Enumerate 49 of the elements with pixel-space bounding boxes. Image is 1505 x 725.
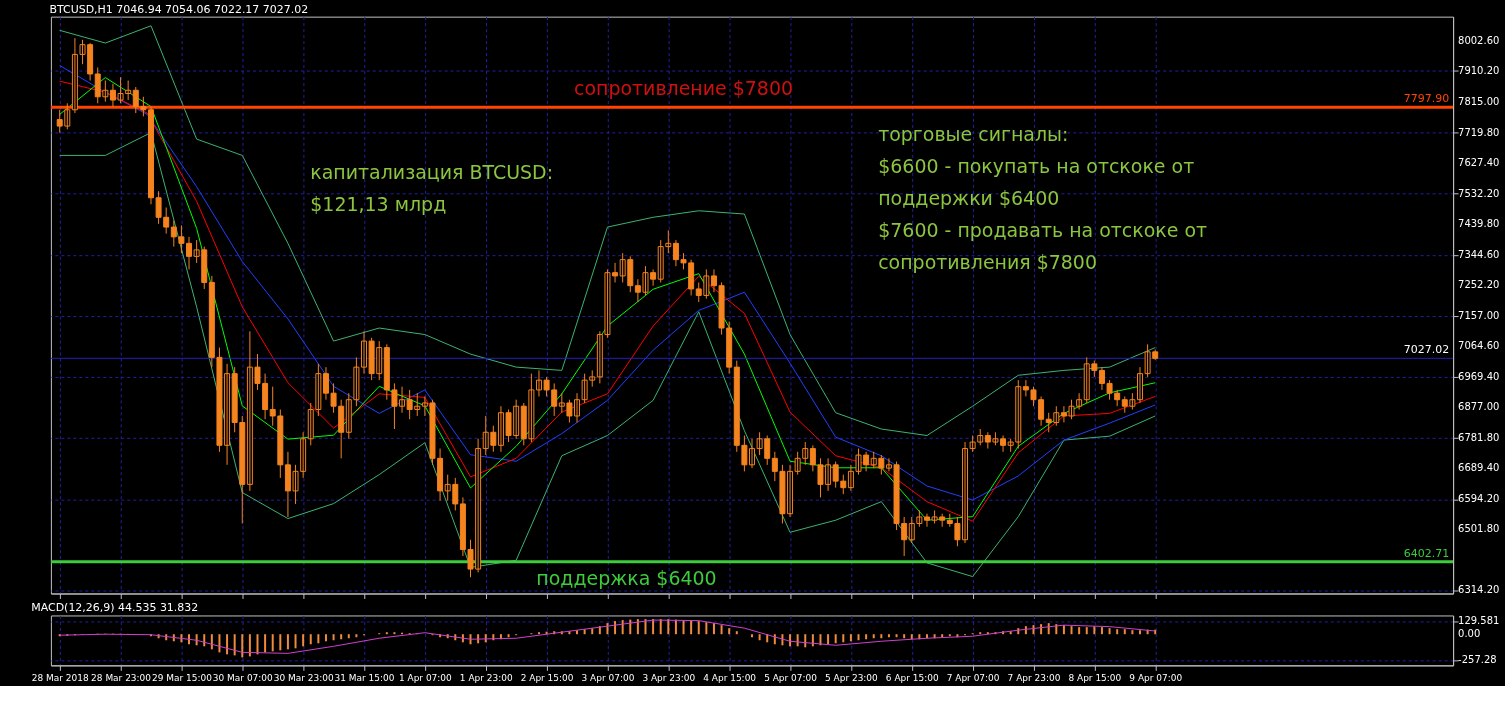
y-tick-label: 7532.20 [1458,187,1500,199]
annotation: капитализация BTCUSD: $121,13 млрд [310,160,554,215]
y-tick-label: 6594.20 [1458,493,1500,505]
y-tick-label: 6877.00 [1458,401,1500,413]
ref-line-label: 7027.02 [1403,343,1450,357]
x-tick-label: 28 Mar 2018 [31,672,89,683]
y-tick-label: 7344.60 [1458,248,1500,260]
ref-line-label: 6402.71 [1403,546,1450,560]
x-tick-label: 1 Apr 23:00 [459,672,513,683]
annotation: сопротивление $7800 [574,77,794,100]
chart-title: BTCUSD,H1 7046.94 7054.06 7022.17 7027.02 [49,2,309,16]
annotation: торговые сигналы: $6600 - покупать на отскоке от поддержки $6400 $7600 - продавать на отскоке от сопротивления $7800 [878,123,1208,273]
x-tick-label: 5 Apr 07:00 [764,672,818,683]
x-tick-label: 5 Apr 23:00 [825,672,879,683]
y-tick-label: 6314.20 [1458,584,1500,596]
y-tick-label: 6969.40 [1458,371,1500,383]
x-tick-label: 8 Apr 15:00 [1068,672,1122,683]
y-tick-label: 7815.00 [1458,95,1500,107]
x-tick-label: 30 Mar 23:00 [273,672,334,683]
x-tick-label: 3 Apr 07:00 [581,672,635,683]
x-tick-label: 3 Apr 23:00 [642,672,696,683]
y-tick-label: 8002.60 [1458,34,1500,46]
y-tick-label: 6781.80 [1458,432,1500,444]
y-tick-label: 129.581 [1458,615,1500,627]
x-tick-label: 28 Mar 23:00 [91,672,152,683]
y-tick-label: 7627.40 [1458,156,1500,168]
x-tick-label: 31 Mar 15:00 [334,672,395,683]
y-tick-label: 6501.80 [1458,523,1500,535]
chart-title: MACD(12,26,9) 44.535 31.832 [31,601,199,615]
y-tick-label: 7064.60 [1458,340,1500,352]
x-tick-label: 2 Apr 15:00 [520,672,574,683]
y-tick-label: 0.00 [1458,628,1481,640]
x-tick-label: 7 Apr 07:00 [946,672,1000,683]
y-tick-label: 7910.20 [1458,64,1500,76]
x-tick-label: 7 Apr 23:00 [1007,672,1061,683]
y-tick-label: 7719.80 [1458,126,1500,138]
y-tick-label: 6689.40 [1458,462,1500,474]
y-tick-label: 7252.20 [1458,278,1500,290]
x-tick-label: 4 Apr 15:00 [703,672,757,683]
x-tick-label: 1 Apr 07:00 [398,672,453,683]
x-tick-label: 9 Apr 07:00 [1129,672,1183,683]
annotation: поддержка $6400 [536,566,717,589]
y-tick-label: 7439.80 [1458,217,1500,229]
x-tick-label: 6 Apr 15:00 [885,672,939,683]
x-tick-label: 29 Mar 15:00 [151,672,213,683]
ref-line-label: 7797.90 [1403,92,1450,106]
x-tick-label: 30 Mar 07:00 [212,672,274,683]
y-tick-label: -257.28 [1458,654,1497,666]
y-tick-label: 7157.00 [1458,309,1500,321]
